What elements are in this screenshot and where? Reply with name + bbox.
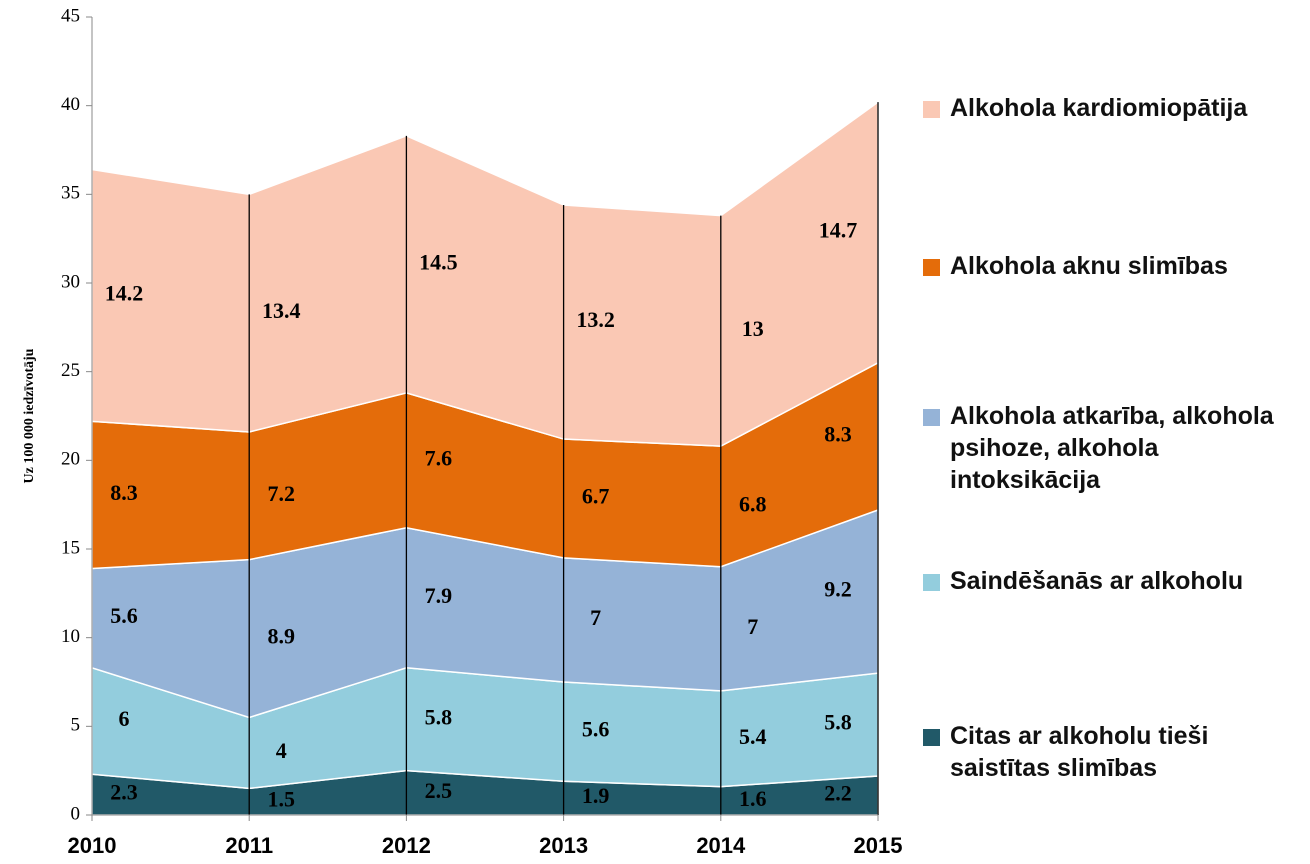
- data-label: 13: [742, 316, 764, 341]
- legend-label: Citas ar alkoholu tieši saistītas slimīb…: [950, 722, 1209, 782]
- legend-swatch: [923, 409, 940, 426]
- data-label: 5.8: [425, 704, 453, 729]
- data-label: 7: [590, 605, 601, 630]
- legend-item: Alkohola atkarība, alkohola psihoze, alk…: [923, 400, 1310, 496]
- data-label: 5.6: [582, 717, 610, 742]
- legend-item: Alkohola aknu slimības: [923, 250, 1310, 282]
- data-label: 7.2: [267, 481, 295, 506]
- data-label: 6.7: [582, 484, 610, 509]
- data-label: 9.2: [824, 577, 852, 602]
- y-tick-label: 30: [61, 271, 80, 292]
- legend-item: Alkohola kardiomiopātija: [923, 92, 1310, 124]
- data-label: 8.9: [267, 624, 295, 649]
- data-label: 14.7: [819, 218, 858, 243]
- y-tick-label: 25: [61, 360, 80, 381]
- data-label: 6.8: [739, 491, 767, 516]
- data-label: 8.3: [824, 421, 852, 446]
- legend-item: Citas ar alkoholu tieši saistītas slimīb…: [923, 720, 1310, 784]
- y-tick-label: 20: [61, 449, 80, 470]
- data-label: 7.6: [425, 445, 453, 470]
- legend-label: Alkohola atkarība, alkohola psihoze, alk…: [950, 402, 1274, 494]
- data-label: 6: [119, 706, 130, 731]
- x-tick-label: 2015: [854, 833, 903, 858]
- data-label: 4: [276, 738, 287, 763]
- legend-swatch: [923, 729, 940, 746]
- data-label: 13.2: [576, 307, 615, 332]
- legend-label: Saindēšanās ar alkoholu: [950, 567, 1244, 595]
- data-label: 8.3: [110, 480, 138, 505]
- data-label: 1.5: [267, 787, 295, 812]
- y-tick-label: 5: [71, 715, 81, 736]
- data-label: 2.5: [425, 778, 453, 803]
- legend-swatch: [923, 101, 940, 118]
- legend-label: Alkohola kardiomiopātija: [950, 94, 1248, 122]
- data-label: 5.8: [824, 710, 852, 735]
- y-tick-label: 15: [61, 537, 80, 558]
- y-tick-label: 40: [61, 94, 80, 115]
- area: [91, 100, 879, 447]
- y-axis-label: Uz 100 000 iedzīvotāju: [22, 348, 37, 483]
- data-label: 2.2: [824, 781, 852, 806]
- data-label: 13.4: [262, 298, 301, 323]
- data-label: 2.3: [110, 780, 138, 805]
- data-label: 14.2: [105, 280, 144, 305]
- y-tick-label: 35: [61, 183, 80, 204]
- y-tick-label: 45: [61, 5, 80, 26]
- legend-swatch: [923, 574, 940, 591]
- x-tick-label: 2011: [225, 833, 273, 858]
- data-label: 7: [747, 614, 758, 639]
- data-label: 1.9: [582, 783, 610, 808]
- x-tick-label: 2013: [539, 833, 588, 858]
- data-label: 14.5: [419, 249, 458, 274]
- data-label: 5.6: [110, 603, 138, 628]
- data-label: 1.6: [739, 786, 767, 811]
- legend-item: Saindēšanās ar alkoholu: [923, 565, 1310, 597]
- y-tick-label: 0: [71, 803, 81, 824]
- x-tick-label: 2014: [696, 833, 746, 858]
- legend-label: Alkohola aknu slimības: [950, 252, 1228, 280]
- x-tick-label: 2010: [68, 833, 117, 858]
- data-label: 5.4: [739, 724, 767, 749]
- x-tick-label: 2012: [382, 833, 431, 858]
- y-tick-label: 10: [61, 626, 80, 647]
- data-label: 7.9: [425, 583, 453, 608]
- legend-swatch: [923, 259, 940, 276]
